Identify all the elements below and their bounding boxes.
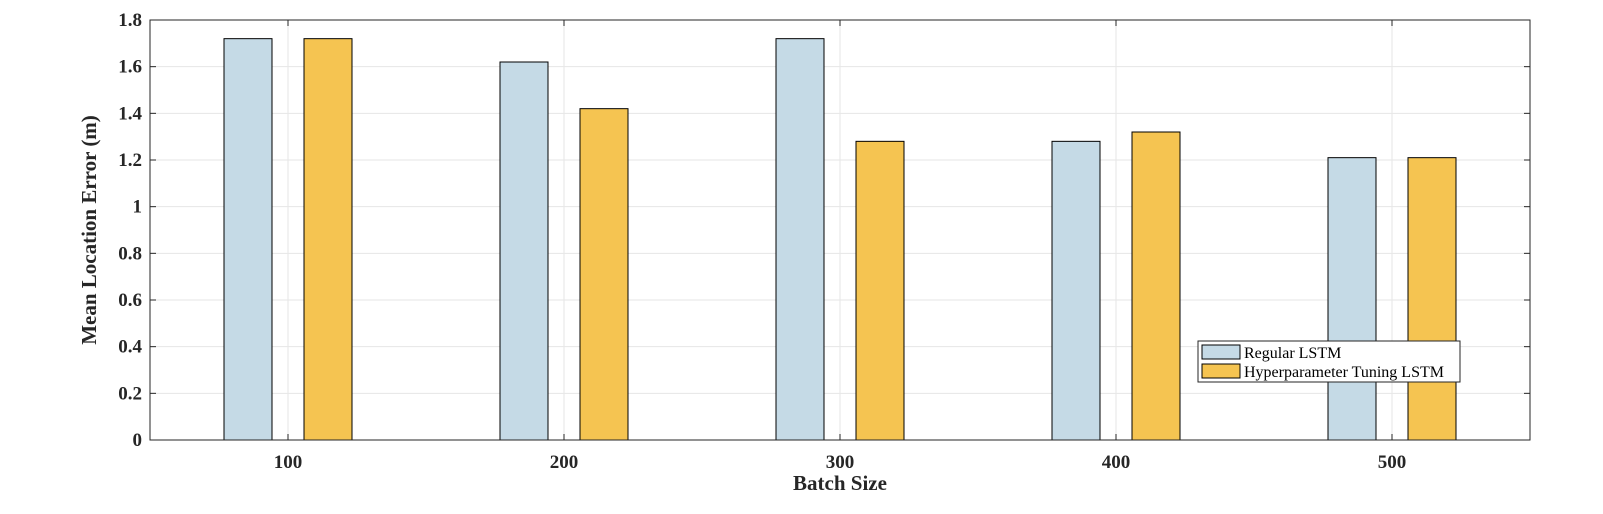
x-tick-label: 500 <box>1378 452 1407 473</box>
bar-series-2-100 <box>303 38 353 441</box>
legend-label: Hyperparameter Tuning LSTM <box>1244 364 1444 381</box>
x-tick-label: 400 <box>1102 452 1131 473</box>
bar-series-1-500 <box>1327 157 1377 441</box>
y-tick-label: 0.6 <box>118 290 142 311</box>
legend: Regular LSTM Hyperparameter Tuning LSTM <box>1197 340 1461 383</box>
y-tick-label: 0.4 <box>118 337 142 358</box>
y-axis-title: Mean Location Error (m) <box>77 115 101 345</box>
legend-box <box>1197 340 1461 383</box>
y-tick-label: 1.8 <box>118 10 142 31</box>
x-tick-label: 200 <box>550 452 579 473</box>
bar-series-1-100 <box>223 38 273 441</box>
bar-series-1-400 <box>1051 140 1101 441</box>
y-tick-label: 0.2 <box>118 383 142 404</box>
y-tick-label: 0 <box>133 430 143 451</box>
bar-series-2-300 <box>855 140 905 441</box>
x-axis-title: Batch Size <box>793 471 887 495</box>
y-tick-label: 1.6 <box>118 57 142 78</box>
legend-swatch <box>1201 363 1241 379</box>
x-tick-label: 100 <box>274 452 303 473</box>
bar-series-1-200 <box>499 61 549 441</box>
legend-swatch <box>1201 344 1241 360</box>
bar-series-2-400 <box>1131 131 1181 441</box>
bar-series-2-200 <box>579 108 629 441</box>
bar-series-2-500 <box>1407 157 1457 441</box>
x-tick-label: 300 <box>826 452 855 473</box>
y-tick-label: 1.2 <box>118 150 142 171</box>
y-axis: 0 0.2 0.4 0.6 0.8 1 1.2 1.4 1.6 1.8 <box>118 10 1530 451</box>
y-tick-label: 1.4 <box>118 103 142 124</box>
y-tick-label: 1 <box>133 197 143 218</box>
bar-series-1-300 <box>775 38 825 441</box>
x-axis: 100 200 300 400 500 <box>274 20 1407 473</box>
legend-label: Regular LSTM <box>1244 345 1341 362</box>
y-tick-label: 0.8 <box>118 243 142 264</box>
bars <box>223 38 1457 441</box>
